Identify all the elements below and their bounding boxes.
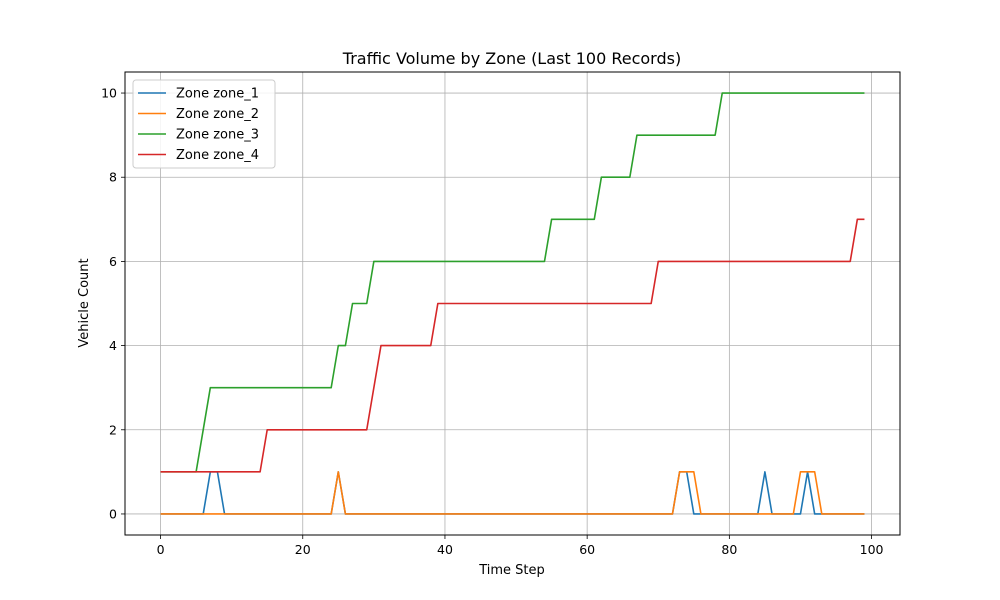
- legend-label-4: Zone zone_4: [176, 148, 259, 163]
- x-tick-label: 100: [860, 542, 884, 557]
- y-tick-label: 0: [109, 506, 117, 521]
- series-line-4: [160, 218, 865, 473]
- y-tick-label: 4: [109, 338, 117, 353]
- legend-box: [132, 79, 276, 169]
- plot-frame: [124, 71, 901, 536]
- legend: Zone zone_1 Zone zone_2 Zone zone_3 Zone zo…: [132, 79, 276, 169]
- y-tick-label: 6: [109, 254, 117, 269]
- chart-title: Traffic Volume by Zone (Last 100 Records…: [342, 49, 681, 68]
- axis-ticks: 0 20 40 60 80 100 0 2 4 6 8 10: [101, 86, 883, 557]
- y-axis-title: Vehicle Count: [77, 258, 92, 347]
- y-tick-label: 2: [109, 422, 117, 437]
- x-tick-label: 60: [579, 542, 595, 557]
- x-axis-title: Time Step: [478, 563, 545, 578]
- x-tick-label: 0: [157, 542, 165, 557]
- legend-label-2: Zone zone_2: [176, 107, 259, 122]
- x-tick-label: 80: [721, 542, 737, 557]
- legend-label-3: Zone zone_3: [176, 128, 259, 143]
- y-tick-label: 8: [109, 170, 117, 185]
- series-lines: [160, 92, 865, 515]
- legend-label-1: Zone zone_1: [176, 87, 259, 102]
- x-tick-label: 20: [295, 542, 311, 557]
- series-line-3: [160, 92, 865, 473]
- series-line-2: [160, 471, 865, 515]
- y-tick-label: 10: [101, 86, 117, 101]
- x-tick-label: 40: [437, 542, 453, 557]
